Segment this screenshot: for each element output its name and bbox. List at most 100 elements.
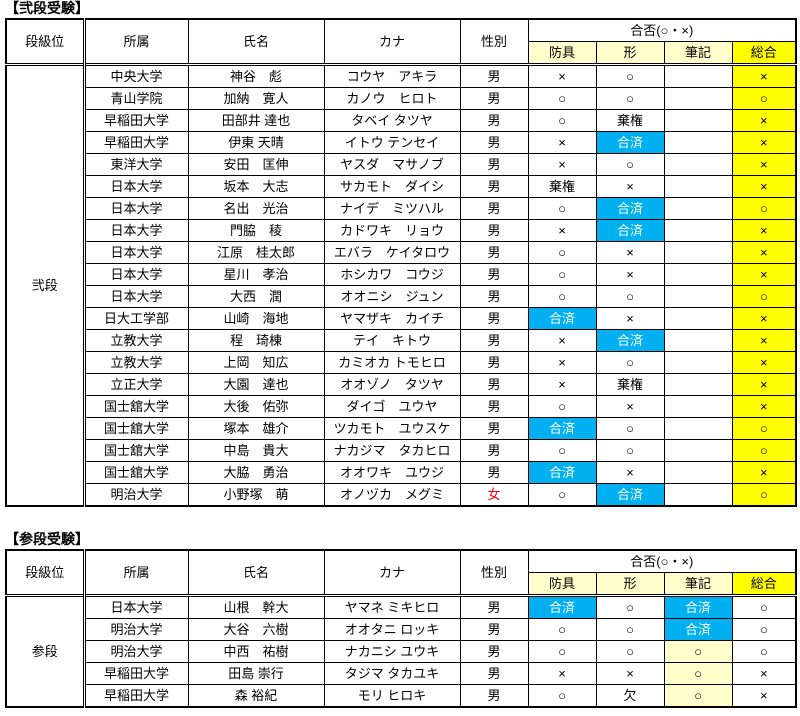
cell-affiliation: 明治大学 [83,483,189,507]
cell-overall: × [731,373,797,396]
cell-overall: × [731,351,797,374]
cell-bogu: ○ [527,263,597,286]
cell-gender: 男 [459,329,529,352]
cell-affiliation: 中央大学 [83,63,189,88]
cell-kana: タベイ タツヤ [323,109,461,132]
cell-affiliation: 国士舘大学 [83,439,189,462]
cell-affiliation: 日大工学部 [83,307,189,330]
cell-affiliation: 早稲田大学 [83,131,189,154]
cell-kana: ナカジマ タカヒロ [323,439,461,462]
cell-gender: 女 [459,483,529,507]
cell-affiliation: 早稲田大学 [83,109,189,132]
cell-overall: × [731,219,797,242]
cell-name: 坂本 大志 [187,175,325,198]
cell-gender: 男 [459,594,529,619]
table-row: 日本大学 門脇 稜カドワキ リョウ男 × 合済 × [6,219,797,242]
cell-affiliation: 国士舘大学 [83,417,189,440]
cell-affiliation: 国士舘大学 [83,461,189,484]
cell-affiliation: 国士舘大学 [83,395,189,418]
cell-bogu: × [527,351,597,374]
cell-bogu: ○ [527,640,597,663]
table-row: 明治大学 中西 祐樹 ナカニシ ユウキ男 ○ ○ ○ ○ [6,640,797,663]
cell-written [663,285,733,308]
header-name: 氏名 [187,18,325,65]
cell-name: 門脇 稜 [187,219,325,242]
cell-gender: 男 [459,131,529,154]
cell-kana: ナカニシ ユウキ [323,640,461,663]
cell-name: 塚本 雄介 [187,417,325,440]
cell-kata: × [595,263,665,286]
table-row: 国士舘大学 大後 佑弥 ダイゴ ユウヤ男 ○ × × [6,395,797,418]
cell-affiliation: 日本大学 [83,594,189,619]
cell-affiliation: 明治大学 [83,618,189,641]
table-row: 参段 日本大学 山根 幹大 ヤマネ ミキヒロ男合済 ○ 合済 ○ [5,594,797,708]
cell-written [663,373,733,396]
cell-kata: × [595,662,665,685]
cell-affiliation: 日本大学 [83,241,189,264]
cell-kata: ○ [595,594,665,619]
cell-kana: ツカモト ユウスケ [323,417,461,440]
cell-overall: ○ [731,285,797,308]
cell-overall: × [731,263,797,286]
cell-bogu: × [527,329,597,352]
cell-name: 山根 幹大 [187,594,325,619]
cell-kana: ナイデ ミツハル [323,197,461,220]
cell-overall: × [731,329,797,352]
table-row: 早稲田大学 田部井 達也 タベイ タツヤ男 ○ 棄権 × [6,109,797,132]
cell-name: 中西 祐樹 [187,640,325,663]
cell-bogu: ○ [527,483,597,507]
cell-bogu: 合済 [527,461,597,484]
header-overall: 総合 [731,41,797,65]
table-row: 日大工学部 山崎 海地 ヤマザキ カイチ男合済 × × [6,307,797,330]
header-affiliation: 所属 [83,549,189,596]
header-result-group: 合否(○・×) [527,18,797,42]
cell-kata: 棄権 [595,373,665,396]
cell-overall: × [731,131,797,154]
header-written: 筆記 [663,41,733,65]
cell-name: 星川 孝治 [187,263,325,286]
cell-kana: カノウ ヒロト [323,87,461,110]
header-rank: 段級位 [5,549,86,596]
cell-bogu: ○ [527,87,597,110]
cell-kata: × [595,241,665,264]
cell-name: 神谷 彪 [187,63,325,88]
table-title: 【弐段受験】 [5,0,89,16]
cell-written [663,395,733,418]
cell-affiliation: 日本大学 [83,285,189,308]
cell-overall: ○ [731,483,797,507]
cell-affiliation: 日本大学 [83,197,189,220]
table-row: 立教大学程 琦棟 テイ キトウ男 × 合済 × [6,329,797,352]
header-kata: 形 [595,41,665,65]
table-row: 日本大学 大西 潤オオニシ ジュン男 ○ ○ ○ [6,285,797,308]
cell-bogu: ○ [527,241,597,264]
cell-written: ○ [663,662,733,685]
cell-name: 大園 達也 [187,373,325,396]
cell-overall: × [731,395,797,418]
cell-bogu: × [527,131,597,154]
cell-kana: コウヤ アキラ [323,63,461,88]
cell-gender: 男 [459,263,529,286]
exam-table: 段級位 所属 氏名 カナ 性別 合否(○・×) 防具形筆記 総合 参段 日本大学 山根 幹大 ヤマネ … [5,549,798,708]
cell-kata: 合済 [595,329,665,352]
cell-written [663,417,733,440]
exam-section: 【弐段受験】 段級位 所属 氏名 カナ 性別 合否(○・×) 防具形筆記 総合 弐段 中央大学 神谷 … [5,0,800,507]
cell-gender: 男 [459,285,529,308]
cell-written: ○ [663,684,733,708]
cell-bogu: × [527,373,597,396]
cell-kana: オオニシ ジュン [323,285,461,308]
cell-kana: タジマ タカユキ [323,662,461,685]
cell-gender: 男 [459,307,529,330]
cell-gender: 男 [459,417,529,440]
cell-name: 田部井 達也 [187,109,325,132]
header-bogu: 防具 [527,572,597,596]
table-row: 立正大学 大園 達也 オオゾノ タツヤ男 × 棄権 × [6,373,797,396]
cell-gender: 男 [459,197,529,220]
cell-kata: 棄権 [595,109,665,132]
cell-bogu: × [527,63,597,88]
table-row: 早稲田大学 伊東 天晴 イトウ テンセイ男 × 合済 × [6,131,797,154]
cell-written [663,219,733,242]
cell-overall: × [731,175,797,198]
cell-bogu: ○ [527,684,597,708]
cell-affiliation: 日本大学 [83,263,189,286]
cell-kana: ヤマザキ カイチ [323,307,461,330]
